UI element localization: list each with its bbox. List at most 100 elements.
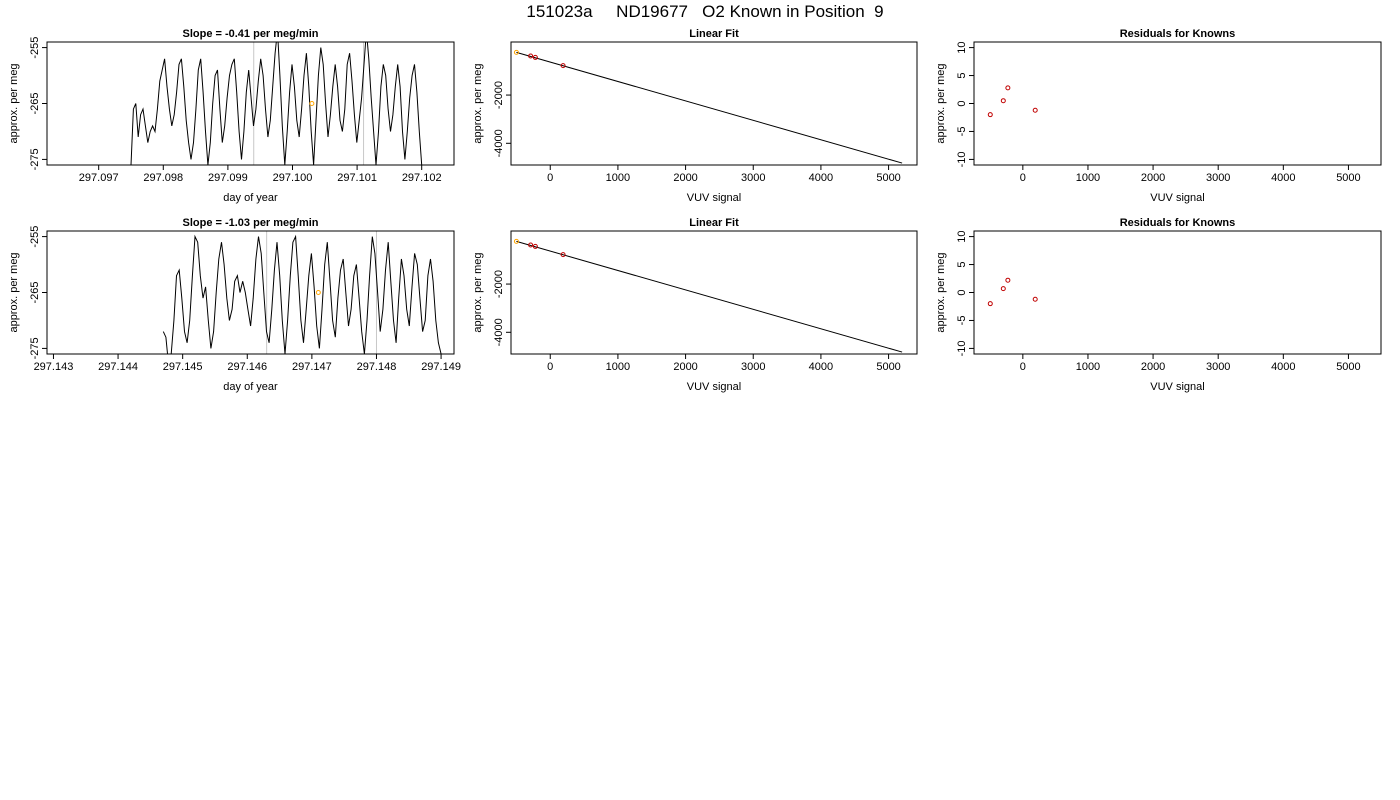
plot-area	[513, 49, 903, 164]
y-tick-label: 5	[956, 261, 968, 267]
plot-area	[162, 231, 442, 354]
data-point	[987, 112, 993, 118]
x-tick-label: 297.148	[357, 361, 397, 373]
data-point	[560, 63, 566, 69]
x-tick-label: 3000	[741, 172, 765, 184]
y-axis-label: approx. per meg	[8, 252, 20, 332]
data-point	[560, 252, 566, 258]
highlight-marker	[315, 290, 321, 295]
y-tick-label: -5	[956, 316, 968, 326]
y-tick-label: -255	[29, 226, 41, 248]
y-axis-label: approx. per meg	[8, 63, 20, 143]
plot-frame	[46, 41, 455, 166]
data-point	[987, 301, 993, 307]
x-tick-label: 297.146	[227, 361, 267, 373]
residuals-1-panel: Residuals for Knowns 0 1000 2000 3000 4000 500…	[935, 28, 1382, 204]
x-tick-label: 5000	[876, 361, 900, 373]
y-tick-label: -4000	[493, 318, 505, 346]
x-tick-label: 297.098	[143, 172, 183, 184]
x-tick-label: 4000	[1271, 361, 1295, 373]
data-point	[513, 238, 519, 244]
time-series-1-panel: Slope = -0.41 per meg/min 297.097 297.098 2…	[8, 28, 455, 204]
plot-area	[987, 85, 1038, 118]
x-tick-label: 0	[1020, 172, 1026, 184]
data-point	[532, 54, 538, 60]
y-axis-label: approx. per meg	[935, 252, 947, 332]
y-tick-label: -10	[956, 340, 968, 356]
chart-title: Slope = -1.03 per meg/min	[182, 217, 318, 229]
data-point	[1005, 85, 1011, 91]
y-tick-label: -275	[29, 337, 41, 359]
chart-title: Linear Fit	[689, 217, 739, 229]
chart-title: Residuals for Knowns	[1120, 28, 1236, 40]
x-tick-label: 3000	[1206, 172, 1230, 184]
x-tick-label: 297.149	[421, 361, 461, 373]
data-point	[1000, 286, 1006, 292]
x-tick-label: 297.100	[273, 172, 313, 184]
x-axis-label: day of year	[223, 192, 278, 204]
x-tick-label: 0	[547, 361, 553, 373]
x-tick-label: 1000	[606, 172, 630, 184]
residuals-2-panel: Residuals for Knowns 0 1000 2000 3000 4000 500…	[935, 217, 1382, 393]
y-tick-label: -275	[29, 148, 41, 170]
x-tick-label: 3000	[1206, 361, 1230, 373]
page-title: 151023a ND19677 O2 Known in Position 9	[526, 2, 884, 21]
x-tick-label: 4000	[1271, 172, 1295, 184]
data-point	[1000, 98, 1006, 104]
x-tick-label: 0	[547, 172, 553, 184]
y-axis-label: approx. per meg	[472, 63, 484, 143]
x-tick-label: 297.144	[98, 361, 138, 373]
data-series-line	[162, 234, 442, 354]
y-tick-label: 0	[956, 289, 968, 295]
chart-title: Linear Fit	[689, 28, 739, 40]
highlight-marker	[309, 101, 315, 106]
y-tick-label: -10	[956, 151, 968, 167]
x-axis-label: VUV signal	[1150, 381, 1204, 393]
x-tick-label: 1000	[606, 361, 630, 373]
data-point	[528, 53, 534, 59]
x-tick-label: 1000	[1076, 361, 1100, 373]
data-point	[528, 242, 534, 248]
x-axis-label: day of year	[223, 381, 278, 393]
x-tick-label: 5000	[876, 172, 900, 184]
data-point	[1032, 296, 1038, 302]
fit-line	[516, 51, 903, 164]
data-series-line	[130, 42, 423, 165]
y-tick-label: -2000	[493, 270, 505, 298]
x-tick-label: 2000	[673, 361, 697, 373]
plot-frame	[973, 230, 1382, 355]
x-tick-label: 2000	[1141, 172, 1165, 184]
x-tick-label: 1000	[1076, 172, 1100, 184]
linear-fit-1-panel: Linear Fit 0 1000 2000 3000 4000 5000 VUV signa…	[472, 28, 918, 204]
data-point	[513, 49, 519, 55]
x-tick-label: 4000	[809, 361, 833, 373]
x-tick-label: 297.102	[402, 172, 442, 184]
data-point	[532, 243, 538, 249]
plot-frame	[973, 41, 1382, 166]
y-tick-label: -5	[956, 127, 968, 137]
plot-area	[130, 42, 423, 165]
y-tick-label: -265	[29, 92, 41, 114]
x-tick-label: 297.097	[79, 172, 119, 184]
chart-title: Residuals for Knowns	[1120, 217, 1236, 229]
data-point	[1005, 277, 1011, 283]
x-tick-label: 3000	[741, 361, 765, 373]
x-tick-label: 297.143	[34, 361, 74, 373]
data-point	[1032, 107, 1038, 113]
plot-frame	[510, 41, 918, 166]
linear-fit-2-panel: Linear Fit 0 1000 2000 3000 4000 5000 VUV signa…	[472, 217, 918, 393]
plot-frame	[510, 230, 918, 355]
x-tick-label: 2000	[673, 172, 697, 184]
y-tick-label: 10	[956, 230, 968, 242]
chart-title: Slope = -0.41 per meg/min	[182, 28, 318, 40]
y-tick-label: -265	[29, 281, 41, 303]
y-tick-label: -255	[29, 37, 41, 59]
plot-area	[987, 277, 1038, 307]
y-axis-label: approx. per meg	[935, 63, 947, 143]
plot-area	[513, 238, 903, 353]
x-axis-label: VUV signal	[687, 192, 741, 204]
y-tick-label: -4000	[493, 129, 505, 157]
fit-line	[516, 240, 903, 353]
x-tick-label: 2000	[1141, 361, 1165, 373]
